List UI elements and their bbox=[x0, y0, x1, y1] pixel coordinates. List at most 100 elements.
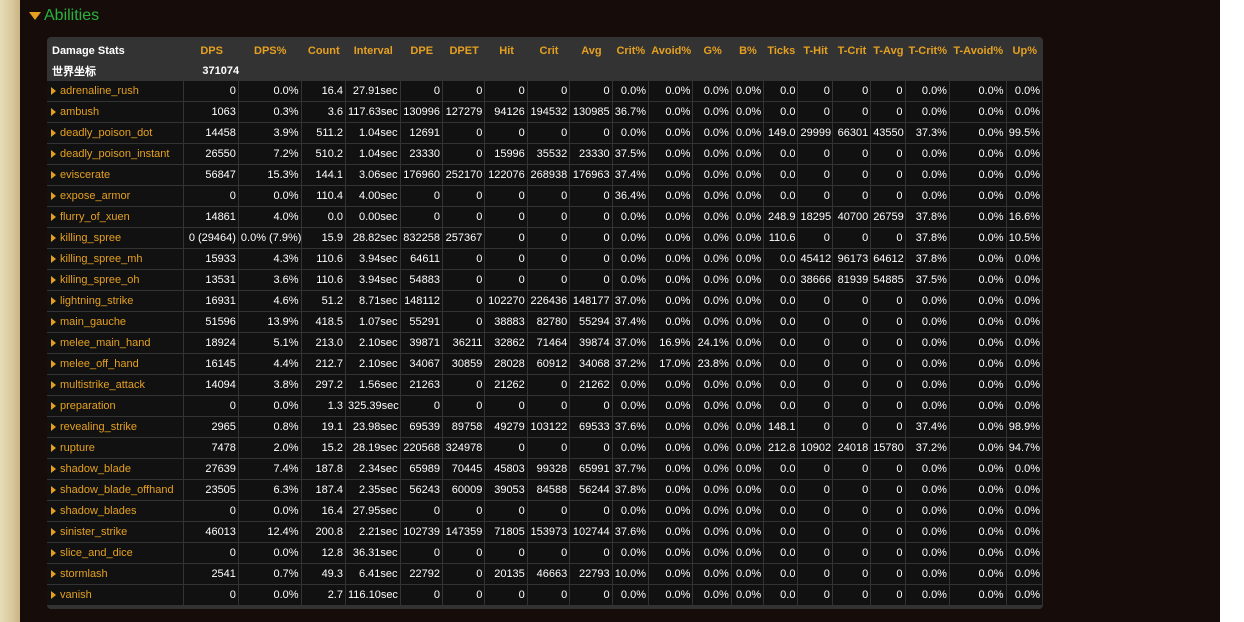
column-header[interactable]: DPET bbox=[449, 45, 479, 57]
table-cell: 23505 bbox=[184, 480, 239, 501]
table-cell: 1.07sec bbox=[345, 312, 401, 333]
ability-name-cell[interactable]: deadly_poison_dot bbox=[47, 123, 185, 144]
table-cell: 0.0% bbox=[905, 312, 950, 333]
table-cell: 0.0% bbox=[649, 396, 694, 417]
column-header[interactable]: Up% bbox=[1012, 45, 1037, 57]
table-cell: 0 bbox=[442, 270, 486, 291]
column-header[interactable]: DPE bbox=[410, 45, 434, 57]
table-cell: 0.8% bbox=[238, 417, 302, 438]
ability-name-cell[interactable]: flurry_of_xuen bbox=[47, 207, 185, 228]
ability-name-cell[interactable]: revealing_strike bbox=[47, 417, 185, 438]
table-cell: 22793 bbox=[570, 564, 613, 585]
table-cell: 0.0% bbox=[693, 501, 732, 522]
column-header[interactable]: T-Avg bbox=[873, 45, 904, 57]
ability-name-cell[interactable]: melee_main_hand bbox=[47, 333, 185, 354]
table-cell: 0 bbox=[400, 543, 443, 564]
column-header[interactable]: T-Crit bbox=[837, 45, 867, 57]
table-cell: 29999 bbox=[798, 123, 833, 144]
ability-name-cell[interactable]: expose_armor bbox=[47, 186, 185, 207]
ability-name-cell[interactable]: rupture bbox=[47, 438, 185, 459]
ability-name-cell[interactable]: lightning_strike bbox=[47, 291, 185, 312]
table-cell: 0.0% bbox=[949, 480, 1007, 501]
table-cell: 0 bbox=[798, 144, 833, 165]
table-cell: 0 bbox=[442, 144, 486, 165]
ability-name-cell[interactable]: melee_off_hand bbox=[47, 354, 185, 375]
ability-name: revealing_strike bbox=[60, 421, 138, 433]
ability-name-cell[interactable]: adrenaline_rush bbox=[47, 81, 185, 102]
column-header[interactable]: Avoid% bbox=[651, 45, 692, 57]
table-cell: 34067 bbox=[400, 354, 443, 375]
column-header[interactable]: Crit bbox=[539, 45, 559, 57]
column-header[interactable]: T-Hit bbox=[803, 45, 828, 57]
ability-name: main_gauche bbox=[60, 316, 127, 328]
table-cell: 0.0% bbox=[238, 585, 302, 606]
table-cell: 45412 bbox=[798, 249, 833, 270]
ability-name-cell[interactable]: ambush bbox=[47, 102, 185, 123]
abilities-section-toggle[interactable]: Abilities bbox=[29, 6, 99, 26]
column-header[interactable]: Ticks bbox=[767, 45, 796, 57]
column-header[interactable]: G% bbox=[703, 45, 722, 57]
table-cell: 0 bbox=[442, 207, 486, 228]
column-header[interactable]: Crit% bbox=[616, 45, 646, 57]
table-row: killing_spree_mh 15933 4.3% 110.6 3.94sec 646… bbox=[47, 249, 1043, 270]
table-cell: 0.0% bbox=[649, 585, 694, 606]
column-header[interactable]: Count bbox=[307, 45, 340, 57]
table-cell: 27.95sec bbox=[345, 501, 401, 522]
table-cell: 13.9% bbox=[238, 312, 302, 333]
ability-name-cell[interactable]: shadow_blade bbox=[47, 459, 185, 480]
table-cell: 0.0% bbox=[649, 438, 694, 459]
table-cell: 15.2 bbox=[301, 438, 346, 459]
column-header[interactable]: DPS bbox=[200, 45, 223, 57]
table-cell: 23330 bbox=[570, 144, 613, 165]
table-cell: 2.0% bbox=[238, 438, 302, 459]
table-cell: 0 bbox=[832, 501, 872, 522]
ability-name-cell[interactable]: main_gauche bbox=[47, 312, 185, 333]
ability-name-cell[interactable]: preparation bbox=[47, 396, 185, 417]
column-header[interactable]: T-Crit% bbox=[908, 45, 948, 57]
table-cell: 37.0% bbox=[612, 291, 649, 312]
table-cell: 0.0% bbox=[949, 522, 1007, 543]
table-cell: 3.6 bbox=[301, 102, 346, 123]
triangle-right-icon bbox=[51, 465, 56, 473]
table-cell: 2.10sec bbox=[345, 333, 401, 354]
table-cell: 187.8 bbox=[301, 459, 346, 480]
ability-name-cell[interactable]: deadly_poison_instant bbox=[47, 144, 185, 165]
ability-name-cell[interactable]: stormlash bbox=[47, 564, 185, 585]
table-cell: 0.0% bbox=[905, 102, 950, 123]
column-header[interactable]: DPS% bbox=[254, 45, 287, 57]
ability-name-cell[interactable]: shadow_blades bbox=[47, 501, 185, 522]
column-header[interactable]: Hit bbox=[499, 45, 514, 57]
table-cell: 0.0% bbox=[238, 81, 302, 102]
ability-name-cell[interactable]: killing_spree_oh bbox=[47, 270, 185, 291]
table-cell: 0 bbox=[832, 585, 872, 606]
table-cell: 148112 bbox=[400, 291, 443, 312]
table-cell: 0 bbox=[871, 228, 906, 249]
ability-name-cell[interactable]: slice_and_dice bbox=[47, 543, 185, 564]
ability-name-cell[interactable]: killing_spree bbox=[47, 228, 185, 249]
ability-name-cell[interactable]: killing_spree_mh bbox=[47, 249, 185, 270]
table-cell: 0 bbox=[798, 333, 833, 354]
ability-name-cell[interactable]: eviscerate bbox=[47, 165, 185, 186]
table-cell: 0.0% bbox=[693, 375, 732, 396]
table-cell: 15.9 bbox=[301, 228, 346, 249]
table-cell: 0.0 bbox=[764, 354, 799, 375]
table-cell: 60912 bbox=[527, 354, 571, 375]
table-cell: 0.0% bbox=[693, 585, 732, 606]
table-cell: 2.10sec bbox=[345, 354, 401, 375]
table-cell: 4.3% bbox=[238, 249, 302, 270]
column-header[interactable]: B% bbox=[739, 45, 757, 57]
column-header[interactable]: Avg bbox=[581, 45, 602, 57]
ability-name-cell[interactable]: vanish bbox=[47, 585, 185, 606]
table-cell: 3.94sec bbox=[345, 270, 401, 291]
table-cell: 0 bbox=[871, 417, 906, 438]
ability-name-cell[interactable]: sinister_strike bbox=[47, 522, 185, 543]
column-header[interactable]: T-Avoid% bbox=[953, 45, 1004, 57]
table-cell: 0.0% bbox=[649, 480, 694, 501]
table-cell: 0.0% bbox=[949, 354, 1007, 375]
table-cell: 0.0% bbox=[1006, 270, 1043, 291]
table-cell: 149.0 bbox=[764, 123, 799, 144]
ability-name-cell[interactable]: multistrike_attack bbox=[47, 375, 185, 396]
ability-name-cell[interactable]: shadow_blade_offhand bbox=[47, 480, 185, 501]
column-header[interactable]: Interval bbox=[353, 45, 393, 57]
table-cell: 0 bbox=[442, 186, 486, 207]
